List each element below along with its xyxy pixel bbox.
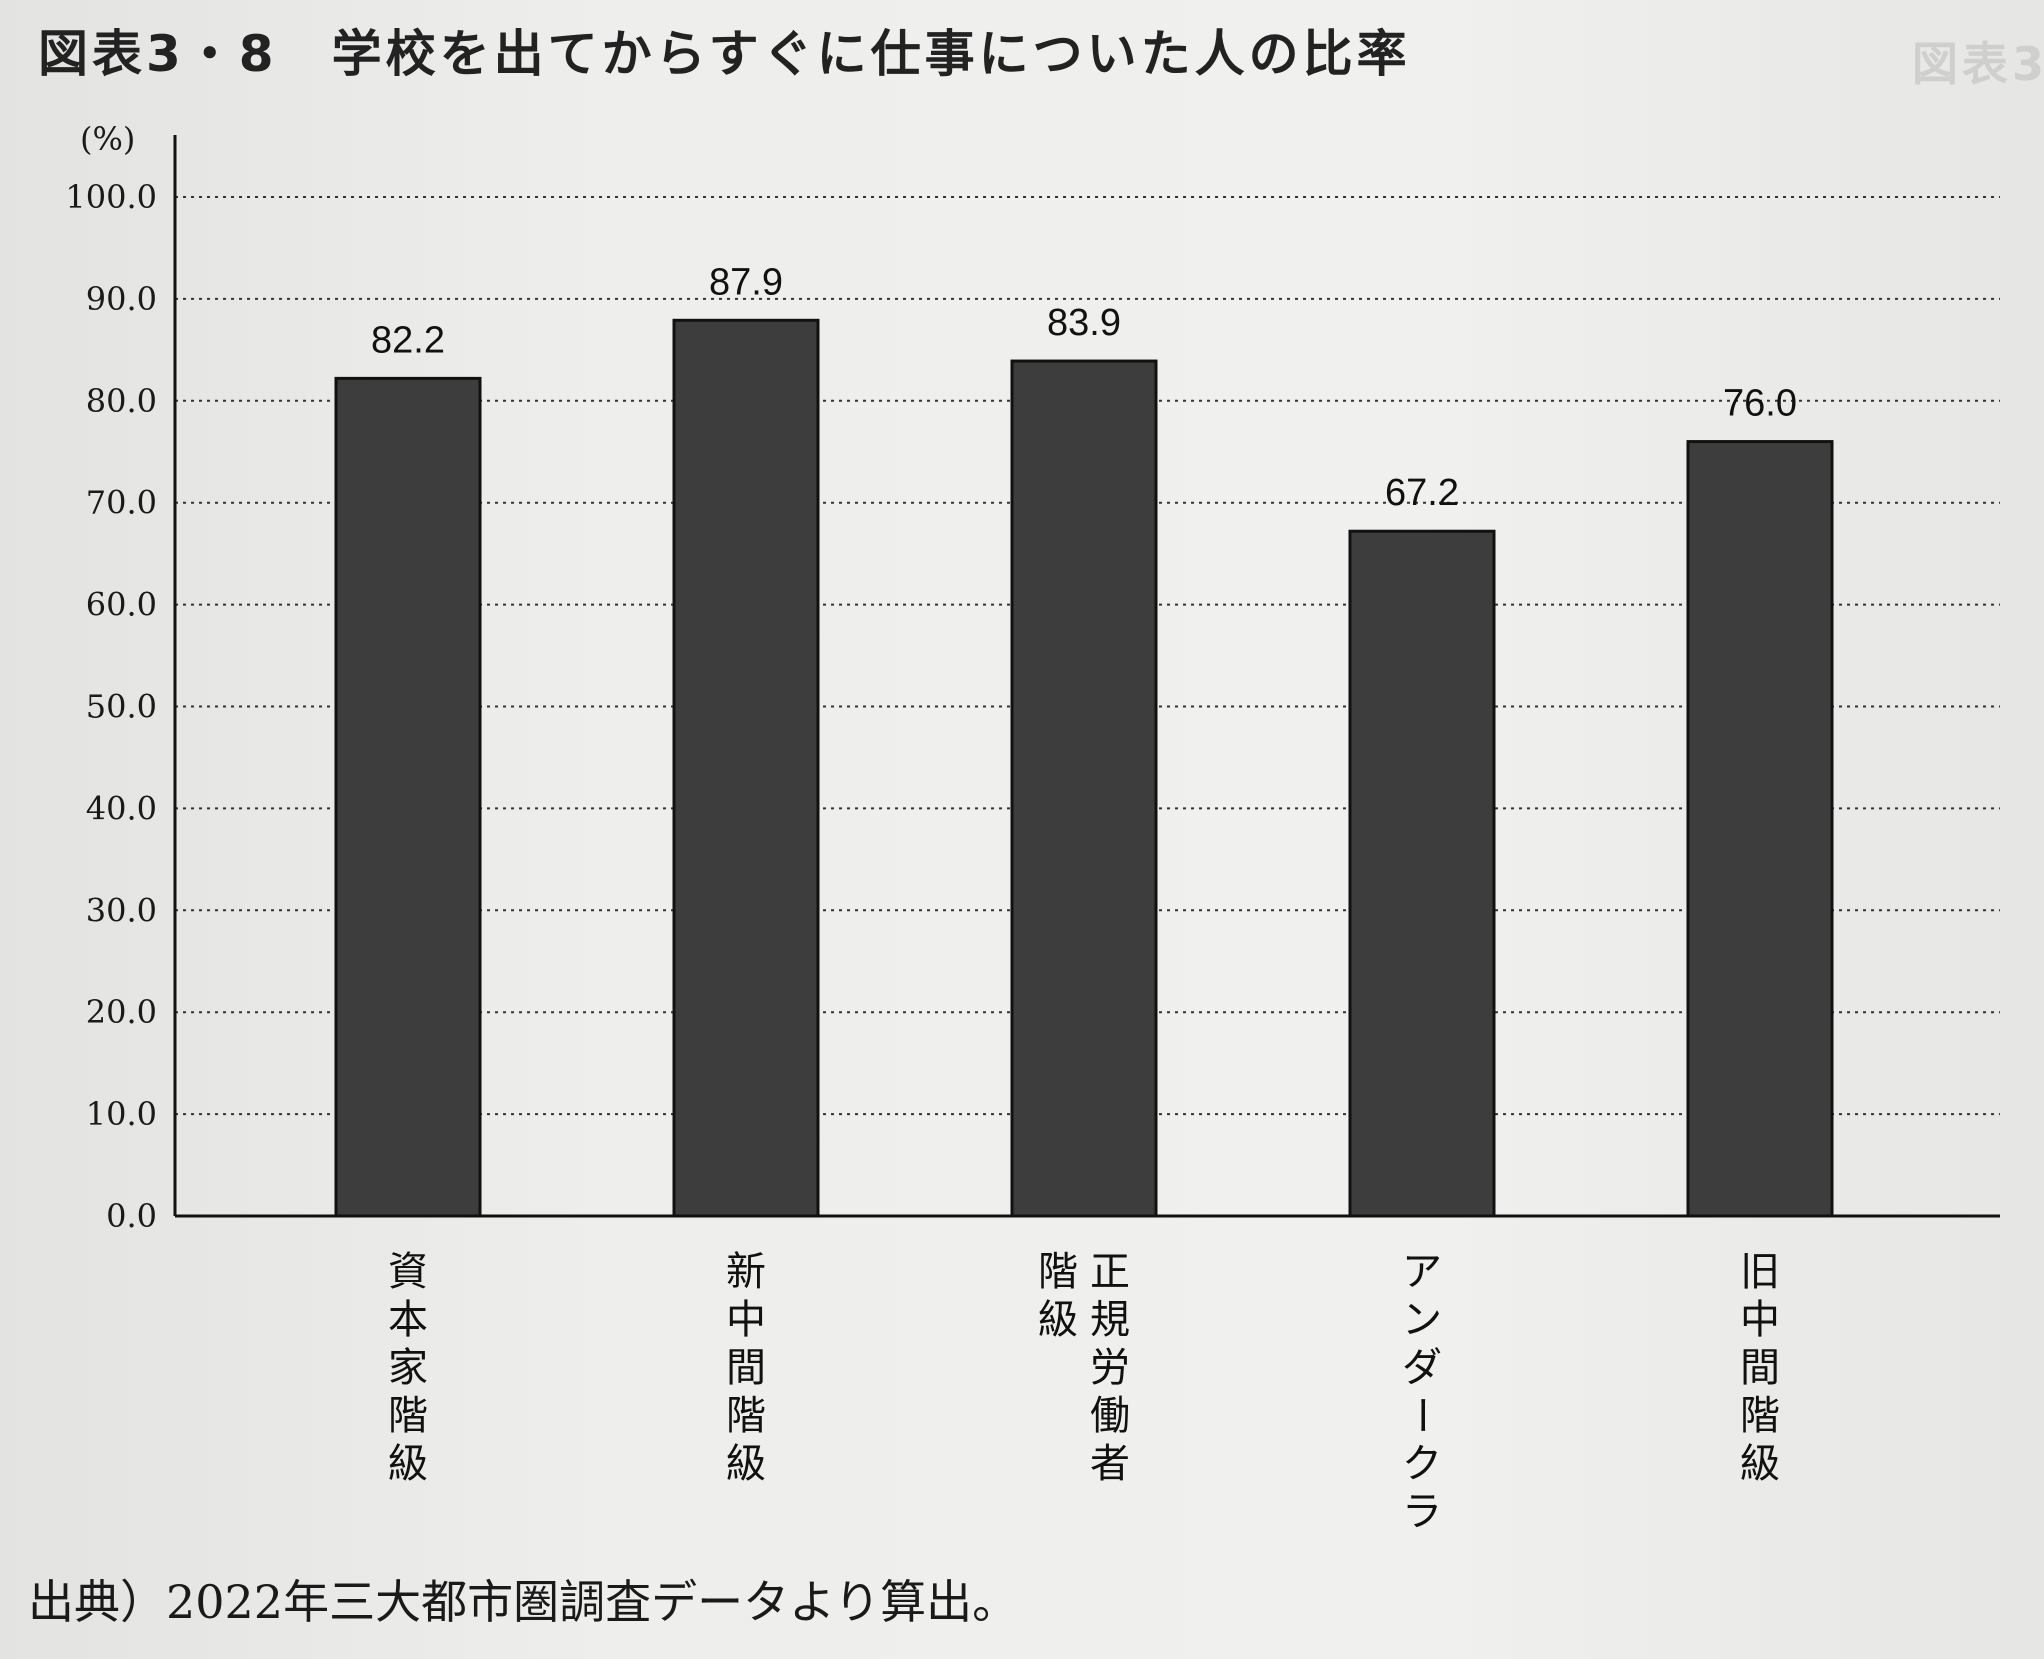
category-label-char: 階 — [726, 1393, 766, 1439]
chart-title: 図表3・8 学校を出てからすぐに仕事についた人の比率 — [38, 25, 1411, 83]
y-tick-label: 90.0 — [86, 280, 157, 318]
ghost-title: 図表3・7 — [1912, 37, 2044, 91]
category-label-char: ア — [1402, 1249, 1442, 1295]
bar — [1686, 440, 1834, 1218]
bar — [1348, 529, 1496, 1218]
category-label-char: 規 — [1090, 1297, 1130, 1343]
category-label-char: 中 — [726, 1297, 766, 1343]
bar — [334, 376, 482, 1218]
label-layer: (%) 0.0 10.0 20.0 30.0 40.0 50.0 60.0 70.0 80.0 90… — [65, 120, 1797, 1540]
y-tick-label: 100.0 — [65, 178, 157, 216]
data-label: 76.0 — [1723, 383, 1797, 425]
y-tick-label: 50.0 — [86, 688, 157, 726]
category-label-char: 級 — [388, 1441, 428, 1487]
category-label-char: ス — [1402, 1537, 1442, 1540]
category-label-char: 級 — [1038, 1297, 1078, 1343]
category-label-char: ラ — [1402, 1489, 1442, 1535]
bar — [1010, 359, 1158, 1218]
category-label-char: 本 — [388, 1297, 428, 1343]
category-label-char: 階 — [1740, 1393, 1780, 1439]
y-tick-label: 80.0 — [86, 382, 157, 420]
category-label-char: 中 — [1740, 1297, 1780, 1343]
y-tick-label: 0.0 — [106, 1197, 157, 1235]
category-label-char: 者 — [1090, 1441, 1130, 1487]
category-label-char: 家 — [388, 1345, 428, 1391]
category-label-char: 階 — [1038, 1249, 1078, 1295]
category-label-char: 級 — [1740, 1441, 1780, 1487]
category-label-char: 労 — [1090, 1345, 1130, 1391]
y-tick-label: 40.0 — [86, 789, 157, 827]
data-label: 83.9 — [1047, 302, 1121, 344]
data-label: 82.2 — [371, 319, 445, 361]
bar-layer — [334, 318, 1834, 1218]
y-tick-label: 70.0 — [86, 484, 157, 522]
y-tick-label: 30.0 — [86, 891, 157, 929]
category-label-char: 新 — [726, 1249, 766, 1295]
category-label-char: 階 — [388, 1393, 428, 1439]
category-label-char: 間 — [1740, 1345, 1780, 1391]
category-label-char: 正 — [1090, 1249, 1130, 1295]
source-note: 出典）2022年三大都市圏調査データより算出。 — [28, 1575, 1019, 1629]
category-label-char: ー — [1398, 1395, 1444, 1435]
category-label-char: 間 — [726, 1345, 766, 1391]
category-label-char: 働 — [1090, 1393, 1130, 1439]
category-label-char: 資 — [388, 1249, 428, 1295]
y-tick-label: 20.0 — [86, 993, 157, 1031]
data-label: 67.2 — [1385, 472, 1459, 514]
data-label: 87.9 — [709, 261, 783, 303]
category-label-char: ン — [1402, 1297, 1442, 1343]
bar-chart: (%) 0.0 10.0 20.0 30.0 40.0 50.0 60.0 70.0 80.0 90… — [65, 120, 2000, 1540]
y-tick-label: 60.0 — [86, 586, 157, 624]
category-label-char: 旧 — [1740, 1249, 1780, 1295]
bar — [672, 318, 820, 1218]
axis-layer — [173, 135, 2000, 1218]
category-label-char: 級 — [726, 1441, 766, 1487]
category-label-char: ク — [1402, 1441, 1442, 1487]
y-tick-label: 10.0 — [86, 1095, 157, 1133]
y-axis-label: (%) — [80, 120, 135, 158]
category-label-char: ダ — [1402, 1345, 1442, 1391]
